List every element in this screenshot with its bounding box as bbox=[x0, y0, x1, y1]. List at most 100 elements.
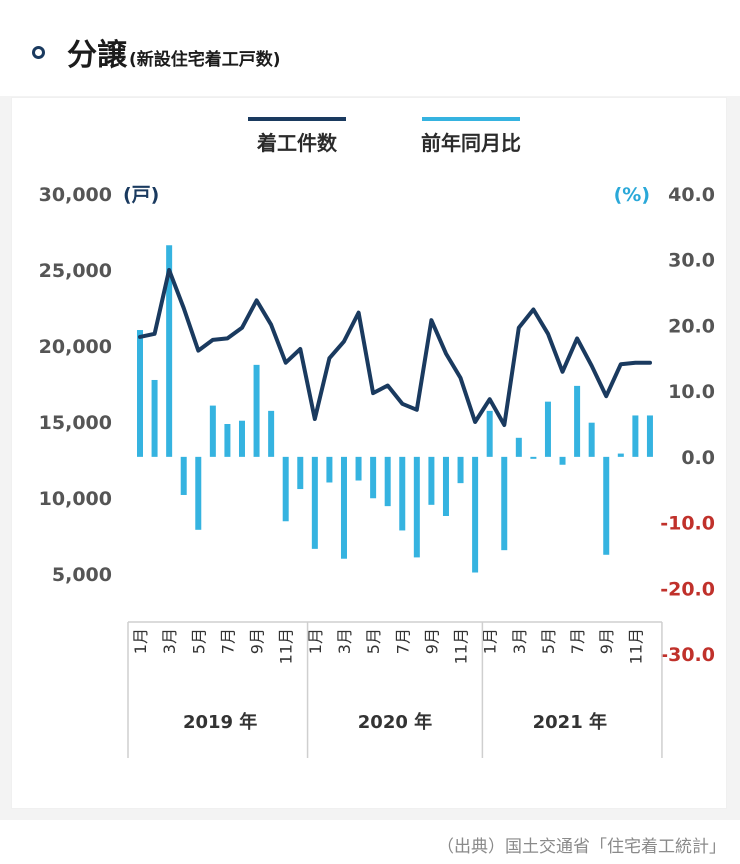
bar bbox=[515, 437, 522, 457]
year-label: 2021 年 bbox=[533, 711, 607, 733]
bar bbox=[282, 456, 289, 522]
month-tick-label: 5月 bbox=[539, 628, 558, 654]
line-point bbox=[182, 306, 185, 310]
left-axis-tick-label: 15,000 bbox=[39, 412, 112, 434]
bar bbox=[355, 456, 362, 481]
line-point bbox=[415, 408, 419, 412]
right-axis-tick-label: -30.0 bbox=[660, 644, 715, 666]
bar bbox=[340, 456, 347, 559]
header-background bbox=[0, 0, 740, 96]
left-axis-tick-label: 30,000 bbox=[39, 184, 112, 206]
line-point bbox=[619, 363, 623, 366]
page-title: 分譲 bbox=[67, 38, 127, 73]
left-axis-tick-label: 5,000 bbox=[52, 564, 112, 586]
bullet-ring-icon bbox=[32, 46, 45, 59]
bar bbox=[268, 410, 275, 457]
bar bbox=[224, 424, 231, 457]
line-point bbox=[561, 370, 564, 374]
month-tick-label: 11月 bbox=[452, 628, 471, 664]
line-point bbox=[401, 402, 404, 405]
line-point bbox=[634, 361, 637, 364]
month-tick-label: 7月 bbox=[568, 628, 587, 654]
bar bbox=[472, 456, 479, 573]
bar bbox=[413, 456, 420, 558]
month-tick-label: 5月 bbox=[364, 628, 383, 654]
line-point bbox=[197, 349, 200, 352]
bar bbox=[457, 456, 464, 484]
bar bbox=[617, 453, 624, 457]
line-point bbox=[605, 394, 608, 398]
bar bbox=[603, 456, 610, 555]
bar bbox=[166, 245, 173, 457]
line-point bbox=[473, 420, 477, 424]
line-point bbox=[590, 364, 593, 367]
series-line bbox=[138, 268, 652, 427]
section-header: 分譲 (新設住宅着工戸数) bbox=[32, 30, 281, 80]
line-point bbox=[459, 376, 462, 380]
bar bbox=[632, 415, 639, 457]
year-label: 2019 年 bbox=[183, 711, 257, 733]
month-tick-label: 5月 bbox=[189, 628, 208, 654]
month-tick-label: 3月 bbox=[160, 628, 179, 654]
line-point bbox=[167, 268, 171, 272]
line-point bbox=[503, 423, 506, 427]
line-point bbox=[284, 361, 287, 364]
right-axis-tick-label: 20.0 bbox=[668, 315, 715, 337]
bar bbox=[399, 456, 406, 531]
page-subtitle: (新設住宅着工戸数) bbox=[129, 50, 281, 70]
bar bbox=[530, 456, 537, 459]
legend-label: 着工件数 bbox=[256, 131, 338, 155]
line-point bbox=[532, 308, 535, 311]
left-axis-unit: (戸) bbox=[123, 184, 159, 206]
bar bbox=[297, 456, 304, 490]
line-point bbox=[371, 391, 375, 395]
right-axis-tick-label: 0.0 bbox=[681, 447, 715, 469]
bar bbox=[195, 456, 202, 530]
month-tick-label: 11月 bbox=[277, 628, 296, 664]
bar bbox=[501, 456, 508, 551]
month-tick-label: 1月 bbox=[306, 628, 325, 654]
legend-swatch bbox=[422, 117, 520, 121]
bar bbox=[384, 456, 391, 507]
left-axis-tick-label: 25,000 bbox=[39, 260, 112, 282]
month-tick-label: 11月 bbox=[626, 628, 645, 664]
year-label: 2020 年 bbox=[358, 711, 432, 733]
bar bbox=[428, 456, 435, 505]
right-axis-tick-label: 10.0 bbox=[668, 381, 715, 403]
bar bbox=[646, 415, 653, 457]
line-point bbox=[517, 326, 521, 329]
line-point bbox=[342, 340, 346, 343]
bar bbox=[544, 401, 551, 457]
month-tick-label: 9月 bbox=[597, 628, 616, 654]
month-tick-label: 7月 bbox=[218, 628, 237, 654]
line-point bbox=[386, 384, 389, 387]
bar bbox=[137, 330, 143, 457]
line-point bbox=[444, 352, 448, 355]
legend-swatch bbox=[248, 117, 346, 121]
left-axis-tick-label: 10,000 bbox=[39, 488, 112, 510]
chart-card bbox=[12, 98, 726, 808]
line-point bbox=[138, 335, 142, 339]
left-axis-tick-label: 20,000 bbox=[39, 336, 112, 358]
source-note: （出典）国土交通省「住宅着工統計」 bbox=[437, 837, 726, 857]
month-tick-label: 9月 bbox=[248, 628, 267, 654]
right-axis-tick-label: 30.0 bbox=[668, 250, 715, 272]
right-axis-tick-label: 40.0 bbox=[668, 184, 715, 206]
line-point bbox=[546, 332, 550, 336]
bar bbox=[442, 456, 449, 516]
bar bbox=[326, 456, 333, 483]
line-point bbox=[430, 318, 433, 322]
line-point bbox=[240, 326, 244, 329]
bar bbox=[370, 456, 377, 499]
bar bbox=[574, 385, 581, 457]
line-point bbox=[575, 337, 579, 340]
month-tick-label: 1月 bbox=[131, 628, 150, 654]
legend-label: 前年同月比 bbox=[421, 131, 521, 155]
month-tick-label: 9月 bbox=[422, 628, 441, 654]
line-point bbox=[648, 361, 652, 364]
bar bbox=[311, 456, 318, 549]
chart: 着工件数 前年同月比 30,000 25,000 20,000 15,000 10,000 5… bbox=[39, 117, 715, 758]
bar bbox=[559, 456, 566, 465]
month-tick-label: 3月 bbox=[510, 628, 529, 654]
line-point bbox=[488, 398, 491, 401]
